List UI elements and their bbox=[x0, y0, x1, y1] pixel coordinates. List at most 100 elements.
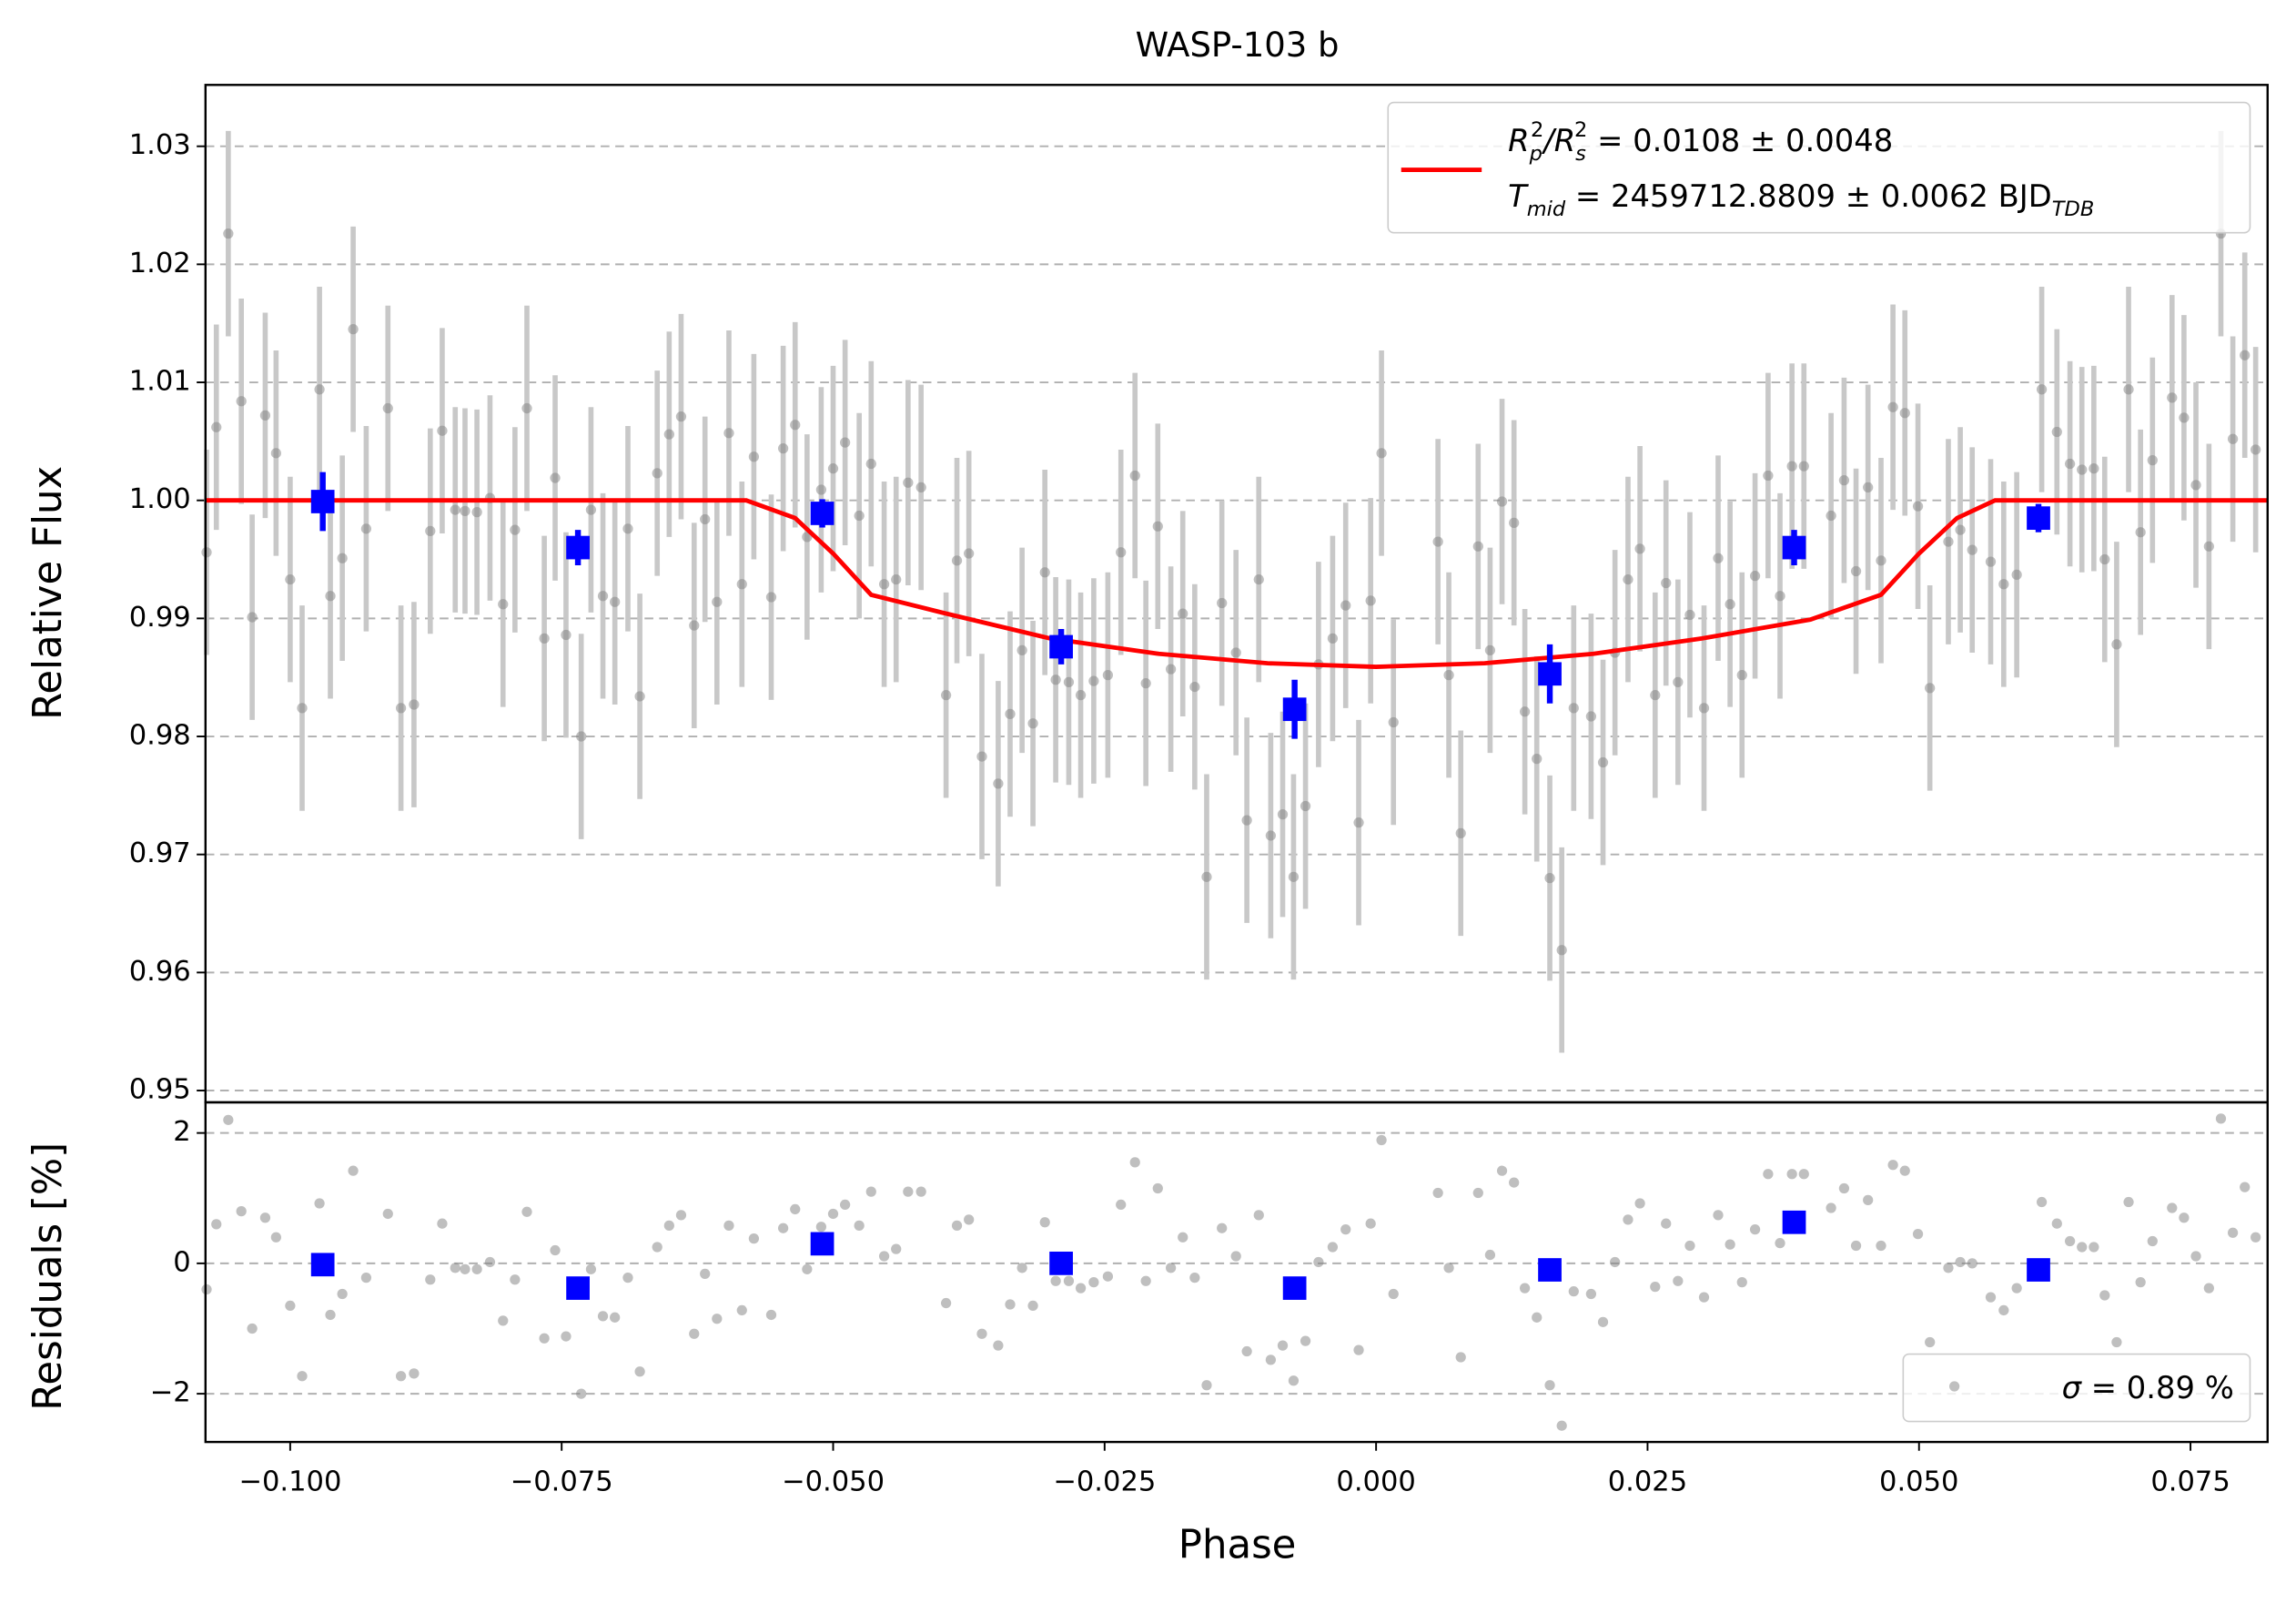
data-point bbox=[550, 472, 561, 483]
data-point bbox=[337, 553, 348, 563]
data-point bbox=[1455, 1352, 1466, 1363]
legend-label-part: /R bbox=[1541, 122, 1575, 157]
data-point bbox=[1165, 664, 1177, 675]
data-point bbox=[1039, 1217, 1050, 1228]
binned-point bbox=[1782, 1210, 1806, 1234]
data-point bbox=[325, 591, 336, 602]
data-point bbox=[840, 1199, 851, 1211]
data-point bbox=[1277, 1340, 1289, 1351]
data-point bbox=[314, 384, 325, 395]
data-point bbox=[2250, 444, 2261, 455]
data-point bbox=[484, 1256, 496, 1268]
data-point bbox=[891, 573, 902, 585]
data-point bbox=[2089, 1242, 2099, 1253]
data-point bbox=[1509, 1177, 1520, 1188]
data-point bbox=[1327, 633, 1339, 644]
data-point bbox=[790, 420, 801, 431]
data-point bbox=[2167, 1202, 2178, 1213]
data-point bbox=[425, 525, 436, 537]
data-point bbox=[539, 633, 550, 644]
data-point bbox=[712, 1314, 723, 1324]
data-point bbox=[1967, 1258, 1977, 1269]
data-point bbox=[748, 1233, 760, 1244]
data-point bbox=[675, 1210, 687, 1221]
data-point bbox=[1661, 577, 1672, 589]
x-tick-label: −0.100 bbox=[238, 1466, 341, 1498]
chart-title: WASP-103 b bbox=[1136, 25, 1340, 65]
data-point bbox=[765, 592, 777, 603]
binned-point bbox=[566, 1276, 590, 1300]
data-point bbox=[1798, 1169, 1809, 1180]
x-tick-label: −0.050 bbox=[782, 1466, 885, 1498]
legend: σ = 0.89 % bbox=[1902, 1353, 2251, 1423]
data-point bbox=[1684, 609, 1695, 621]
data-point bbox=[878, 579, 890, 590]
binned-point bbox=[310, 490, 335, 513]
data-point bbox=[1556, 1420, 1567, 1431]
legend-label-part: = 0.0108 ± 0.0048 bbox=[1587, 122, 1893, 157]
data-point bbox=[2111, 1336, 2122, 1348]
x-tick-label: −0.075 bbox=[511, 1466, 613, 1498]
data-point bbox=[437, 1218, 448, 1229]
data-point bbox=[815, 1222, 827, 1233]
binned-point bbox=[1049, 634, 1073, 659]
data-point bbox=[1017, 644, 1027, 656]
binned-point bbox=[1782, 535, 1806, 560]
data-point bbox=[561, 1331, 571, 1342]
legend-label-part: R bbox=[1508, 122, 1529, 157]
data-point bbox=[891, 1243, 902, 1254]
data-point bbox=[1277, 808, 1289, 820]
data-point bbox=[976, 1328, 987, 1339]
x-tick-label: −0.025 bbox=[1053, 1466, 1156, 1498]
data-point bbox=[211, 421, 222, 432]
data-point bbox=[1455, 827, 1466, 838]
data-point bbox=[652, 468, 663, 479]
data-point bbox=[1265, 830, 1277, 841]
data-point bbox=[576, 731, 587, 742]
data-point bbox=[2203, 1283, 2214, 1294]
data-point bbox=[964, 548, 975, 559]
data-point bbox=[675, 411, 687, 422]
data-point bbox=[976, 751, 987, 762]
data-point bbox=[765, 1309, 777, 1321]
data-point bbox=[1985, 556, 1997, 567]
data-point bbox=[1088, 675, 1099, 686]
data-point bbox=[1217, 597, 1228, 609]
binned-point bbox=[1538, 662, 1562, 686]
data-point bbox=[1925, 683, 1936, 694]
data-point bbox=[285, 573, 296, 585]
data-point bbox=[498, 599, 509, 610]
data-point bbox=[777, 1223, 789, 1233]
data-point bbox=[460, 505, 470, 516]
data-point bbox=[597, 591, 609, 602]
data-point bbox=[790, 1203, 801, 1215]
data-point bbox=[348, 1165, 359, 1176]
data-point bbox=[425, 1274, 436, 1285]
data-point bbox=[460, 1263, 470, 1274]
legend-label: σ = 0.89 % bbox=[2062, 1370, 2234, 1405]
data-point bbox=[1353, 1344, 1364, 1355]
data-point bbox=[1585, 1288, 1597, 1300]
data-point bbox=[2051, 426, 2062, 438]
data-point bbox=[1826, 1202, 1836, 1213]
x-tick-label: 0.000 bbox=[1336, 1466, 1415, 1498]
legend-label-part: T bbox=[1508, 178, 1529, 214]
legend-label-part: TDB bbox=[2052, 198, 2095, 221]
data-point bbox=[1887, 401, 1898, 412]
data-point bbox=[878, 1251, 890, 1262]
data-point bbox=[1253, 1210, 1264, 1221]
data-point bbox=[1698, 1292, 1710, 1303]
data-point bbox=[395, 1371, 407, 1382]
data-point bbox=[1887, 1160, 1898, 1171]
data-point bbox=[539, 1333, 550, 1344]
data-point bbox=[1365, 1218, 1376, 1229]
binned-point bbox=[566, 535, 590, 560]
data-point bbox=[1684, 1240, 1695, 1252]
data-point bbox=[2011, 569, 2022, 581]
data-point bbox=[1850, 1240, 1862, 1252]
binned-point bbox=[1538, 1258, 1562, 1282]
data-point bbox=[2123, 384, 2134, 395]
data-point bbox=[550, 1244, 561, 1256]
y-tick-label: 0.99 bbox=[129, 602, 191, 634]
